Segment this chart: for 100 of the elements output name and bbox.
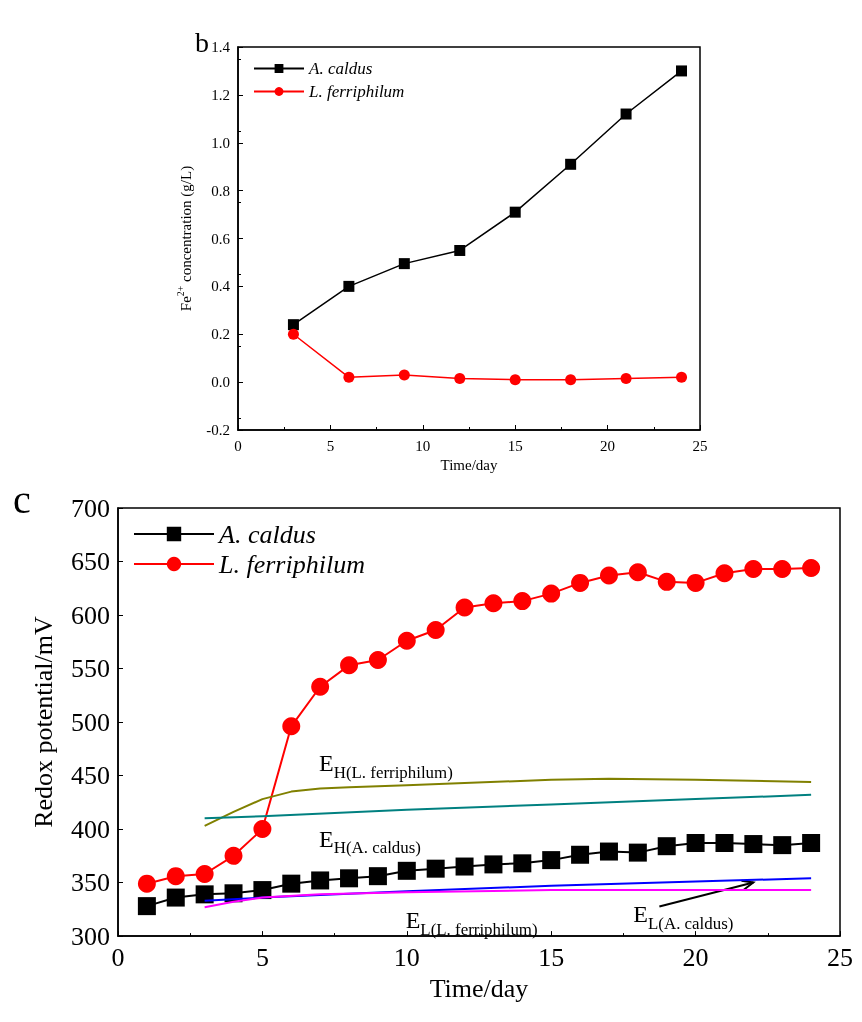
point [657, 572, 676, 591]
y-tick-label: 0.6 [211, 230, 231, 247]
x-axis-title: Time/day [440, 457, 498, 474]
point [455, 598, 474, 617]
point [686, 833, 705, 852]
point [744, 560, 763, 578]
y-tick-label: -0.2 [206, 422, 230, 438]
point [676, 65, 688, 77]
point [137, 874, 156, 893]
point [195, 885, 214, 904]
point [773, 836, 792, 855]
point [676, 371, 688, 383]
point [166, 867, 185, 886]
point [137, 897, 156, 916]
legend-label: A. caldus [217, 519, 316, 549]
x-tick-label: 10 [393, 942, 420, 972]
point [166, 888, 185, 907]
x-tick-label: 15 [538, 942, 565, 972]
point [715, 564, 734, 583]
point [426, 859, 445, 878]
y-tick-label: 300 [71, 921, 110, 951]
point [398, 369, 410, 381]
y-tick-label: 700 [71, 493, 110, 523]
x-axis-title: Time/day [429, 973, 529, 1003]
point [397, 861, 416, 880]
x-tick-label: 25 [692, 437, 708, 454]
point [484, 855, 503, 874]
point [565, 374, 577, 386]
x-tick-label: 25 [827, 942, 853, 972]
y-tick-label: 400 [71, 814, 110, 844]
chart-title: c [13, 476, 31, 522]
point [509, 206, 521, 218]
point [195, 865, 214, 884]
point [397, 631, 416, 650]
y-tick-label: 0.4 [211, 278, 231, 295]
y-axis-title: Fe2+ concentration (g/L) [175, 165, 195, 312]
point [224, 846, 243, 865]
point [571, 573, 590, 592]
y-tick-label: 0.0 [211, 374, 230, 391]
y-tick-label: 450 [71, 761, 110, 791]
point [542, 584, 561, 603]
point [686, 573, 705, 592]
y-tick-label: 0.2 [211, 326, 230, 343]
chart-title: b [195, 26, 209, 58]
point [253, 820, 272, 839]
point [282, 717, 301, 736]
point [628, 843, 647, 862]
point [343, 371, 355, 383]
y-tick-label: 500 [71, 707, 110, 737]
x-tick-label: 20 [682, 942, 709, 972]
point [773, 560, 792, 578]
y-tick-label: 1.0 [211, 134, 230, 151]
point [455, 857, 474, 876]
point [513, 592, 532, 611]
point [744, 835, 763, 854]
legend-label: L. ferriphilum [218, 549, 365, 579]
point [282, 874, 301, 893]
point [571, 845, 590, 864]
point [454, 244, 466, 256]
point [599, 566, 618, 585]
point [628, 563, 647, 582]
point [340, 869, 359, 888]
point [802, 558, 821, 577]
point [311, 677, 330, 696]
x-tick-label: 10 [415, 437, 431, 454]
x-tick-label: 20 [600, 437, 616, 454]
point [287, 328, 299, 340]
x-tick-label: 5 [326, 437, 335, 454]
x-tick-label: 0 [234, 437, 242, 454]
point [657, 837, 676, 856]
point [715, 833, 734, 852]
point [802, 833, 821, 852]
y-axis-title: Redox potential/mV [28, 616, 58, 828]
point [368, 867, 387, 886]
point [484, 594, 503, 613]
point [509, 374, 521, 386]
point [542, 851, 561, 870]
point [368, 650, 387, 669]
point [311, 871, 330, 890]
y-tick-label: 1.2 [211, 86, 230, 103]
x-tick-label: 15 [507, 437, 523, 454]
point [565, 158, 577, 170]
y-tick-label: 350 [71, 868, 110, 898]
point [620, 373, 632, 385]
legend-label: A. caldus [308, 59, 373, 78]
y-tick-label: 600 [71, 600, 110, 630]
y-tick-label: 650 [71, 547, 110, 577]
point [426, 621, 445, 639]
point [454, 373, 466, 385]
y-tick-label: 1.4 [211, 39, 231, 55]
point [398, 258, 410, 270]
point [343, 280, 355, 292]
x-tick-label: 0 [111, 942, 125, 972]
y-tick-label: 550 [71, 654, 110, 684]
y-tick-label: 0.8 [211, 182, 230, 199]
point [620, 108, 632, 120]
line-series [203, 793, 813, 820]
point [513, 854, 532, 873]
point [599, 842, 618, 861]
legend-label: L. ferriphilum [308, 82, 405, 101]
